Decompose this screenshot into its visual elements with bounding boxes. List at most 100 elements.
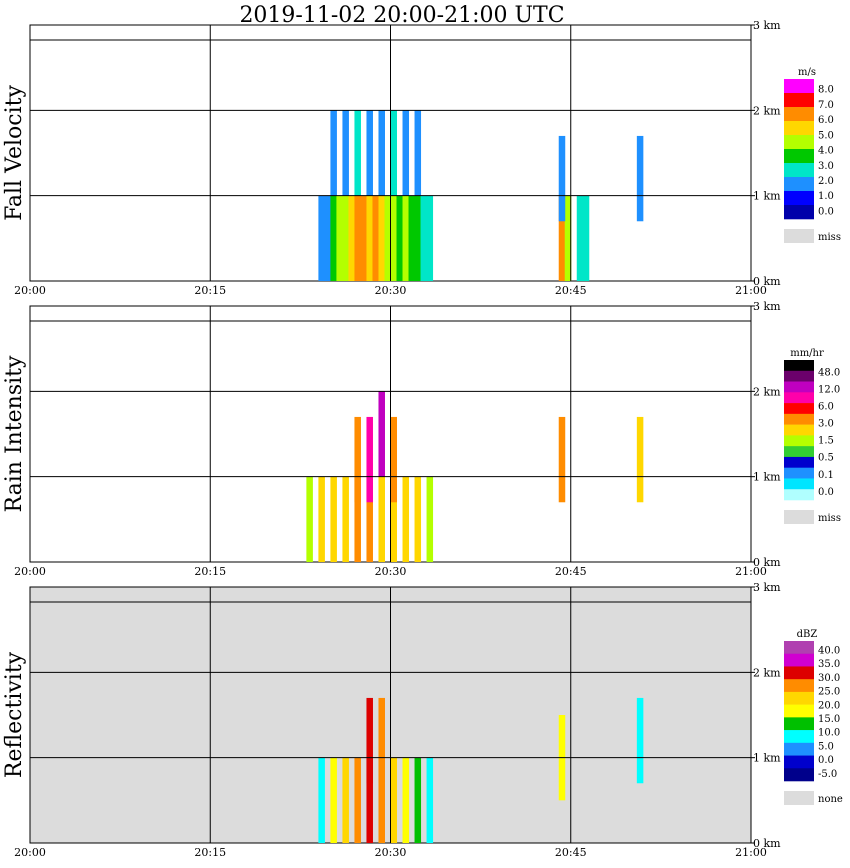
legend-swatch <box>784 79 814 94</box>
heatmap-cell <box>378 391 385 477</box>
legend-swatch <box>784 666 814 680</box>
heatmap-cell <box>378 476 385 562</box>
legend-label: -5.0 <box>818 769 837 780</box>
x-tick-label: 20:00 <box>14 284 46 297</box>
legend-swatch <box>784 177 814 192</box>
legend-swatch <box>784 755 814 769</box>
chart-title: 2019-11-02 20:00-21:00 UTC <box>239 3 564 28</box>
x-tick-label: 21:00 <box>735 846 767 859</box>
legend-label: 48.0 <box>818 367 840 378</box>
heatmap-cell <box>390 476 398 562</box>
legend-swatch <box>784 653 814 667</box>
heatmap-cell <box>342 110 349 196</box>
y-tick-label: 2 km <box>753 385 781 398</box>
y-tick-label: 3 km <box>753 581 781 594</box>
panel-1: 20:00 20:15 20:30 20:45 21:000 km 1 km 2 km 3 k… <box>2 300 841 578</box>
heatmap-cell <box>342 476 349 562</box>
heatmap-cell <box>426 757 434 843</box>
heatmap-cell <box>336 195 343 281</box>
legend-swatch <box>784 691 814 705</box>
y-tick-label: 3 km <box>753 19 781 32</box>
heatmap-cell <box>342 757 349 843</box>
legend-swatch <box>784 704 814 718</box>
legend-swatch <box>784 392 814 404</box>
x-tick-label: 20:15 <box>194 846 226 859</box>
legend-label: 5.0 <box>818 741 834 752</box>
y-axis-label: Rain Intensity <box>2 355 27 512</box>
legend-unit: m/s <box>798 67 816 78</box>
x-tick-label: 20:30 <box>375 846 407 859</box>
heatmap-cell <box>414 110 422 196</box>
panel-0: 20:00 20:15 20:30 20:45 21:000 km 1 km 2 km 3 k… <box>2 19 841 297</box>
heatmap-cell <box>582 195 590 281</box>
legend-swatch <box>784 360 814 372</box>
legend-swatch <box>784 489 814 501</box>
x-tick-label: 20:45 <box>555 846 587 859</box>
heatmap-cell <box>306 476 313 562</box>
legend-label: 4.0 <box>818 146 834 157</box>
heatmap-cell <box>558 195 566 281</box>
heatmap-cell <box>354 195 361 281</box>
legend-swatch <box>784 370 814 382</box>
legend-label: 15.0 <box>818 714 840 725</box>
y-tick-label: 1 km <box>753 471 781 484</box>
legend-swatch <box>784 107 814 122</box>
heatmap-cell <box>330 110 337 196</box>
legend: mm/hr 48.0 12.0 6.0 3.0 1.5 0.5 0.1 0.0 miss <box>784 348 841 524</box>
legend-swatch <box>784 679 814 693</box>
legend-label: 1.5 <box>818 436 834 447</box>
heatmap-cell <box>330 757 337 843</box>
legend-swatch <box>784 403 814 415</box>
legend-swatch <box>784 435 814 447</box>
legend-swatch <box>784 191 814 206</box>
heatmap-cell <box>402 110 410 196</box>
legend-missing-label: none <box>818 794 843 805</box>
heatmap-cell <box>378 697 385 784</box>
x-tick-label: 20:45 <box>555 284 587 297</box>
legend-missing-swatch <box>784 791 814 805</box>
legend-swatch <box>784 424 814 436</box>
legend-swatch <box>784 163 814 178</box>
legend-label: 0.1 <box>818 470 834 481</box>
legend-label: 6.0 <box>818 402 834 413</box>
y-axis-label: Reflectivity <box>2 651 27 778</box>
legend-swatch <box>784 768 814 782</box>
heatmap-cell <box>378 110 385 196</box>
heatmap-cell <box>324 195 331 281</box>
x-tick-label: 20:30 <box>375 565 407 578</box>
heatmap-cell <box>360 195 367 281</box>
heatmap-cell <box>342 195 349 281</box>
y-tick-label: 0 km <box>753 275 781 288</box>
heatmap-cell <box>354 757 361 843</box>
y-tick-label: 2 km <box>753 666 781 679</box>
heatmap-cell <box>402 195 410 281</box>
legend-swatch <box>784 205 814 220</box>
heatmap-cell <box>390 195 398 281</box>
y-axis-label: Fall Velocity <box>2 85 27 221</box>
x-tick-label: 20:45 <box>555 565 587 578</box>
legend-label: 6.0 <box>818 115 834 126</box>
y-tick-label: 2 km <box>753 104 781 117</box>
heatmap-cell <box>414 476 422 562</box>
legend-label: 1.0 <box>818 191 834 202</box>
legend-swatch <box>784 456 814 468</box>
y-tick-label: 0 km <box>753 556 781 569</box>
heatmap-cell <box>366 416 373 503</box>
heatmap-cell <box>396 195 404 281</box>
legend-label: 3.0 <box>818 161 834 172</box>
y-tick-label: 1 km <box>753 752 781 765</box>
heatmap-cell <box>378 195 385 281</box>
heatmap-cell <box>564 195 572 281</box>
heatmap-cell <box>390 416 398 503</box>
y-tick-label: 0 km <box>753 837 781 850</box>
legend-swatch <box>784 121 814 136</box>
heatmap-cell <box>414 757 422 843</box>
x-tick-label: 21:00 <box>735 565 767 578</box>
legend-swatch <box>784 467 814 479</box>
heatmap-cell <box>366 195 373 281</box>
legend-swatch <box>784 381 814 393</box>
x-tick-label: 21:00 <box>735 284 767 297</box>
x-tick-label: 20:00 <box>14 846 46 859</box>
